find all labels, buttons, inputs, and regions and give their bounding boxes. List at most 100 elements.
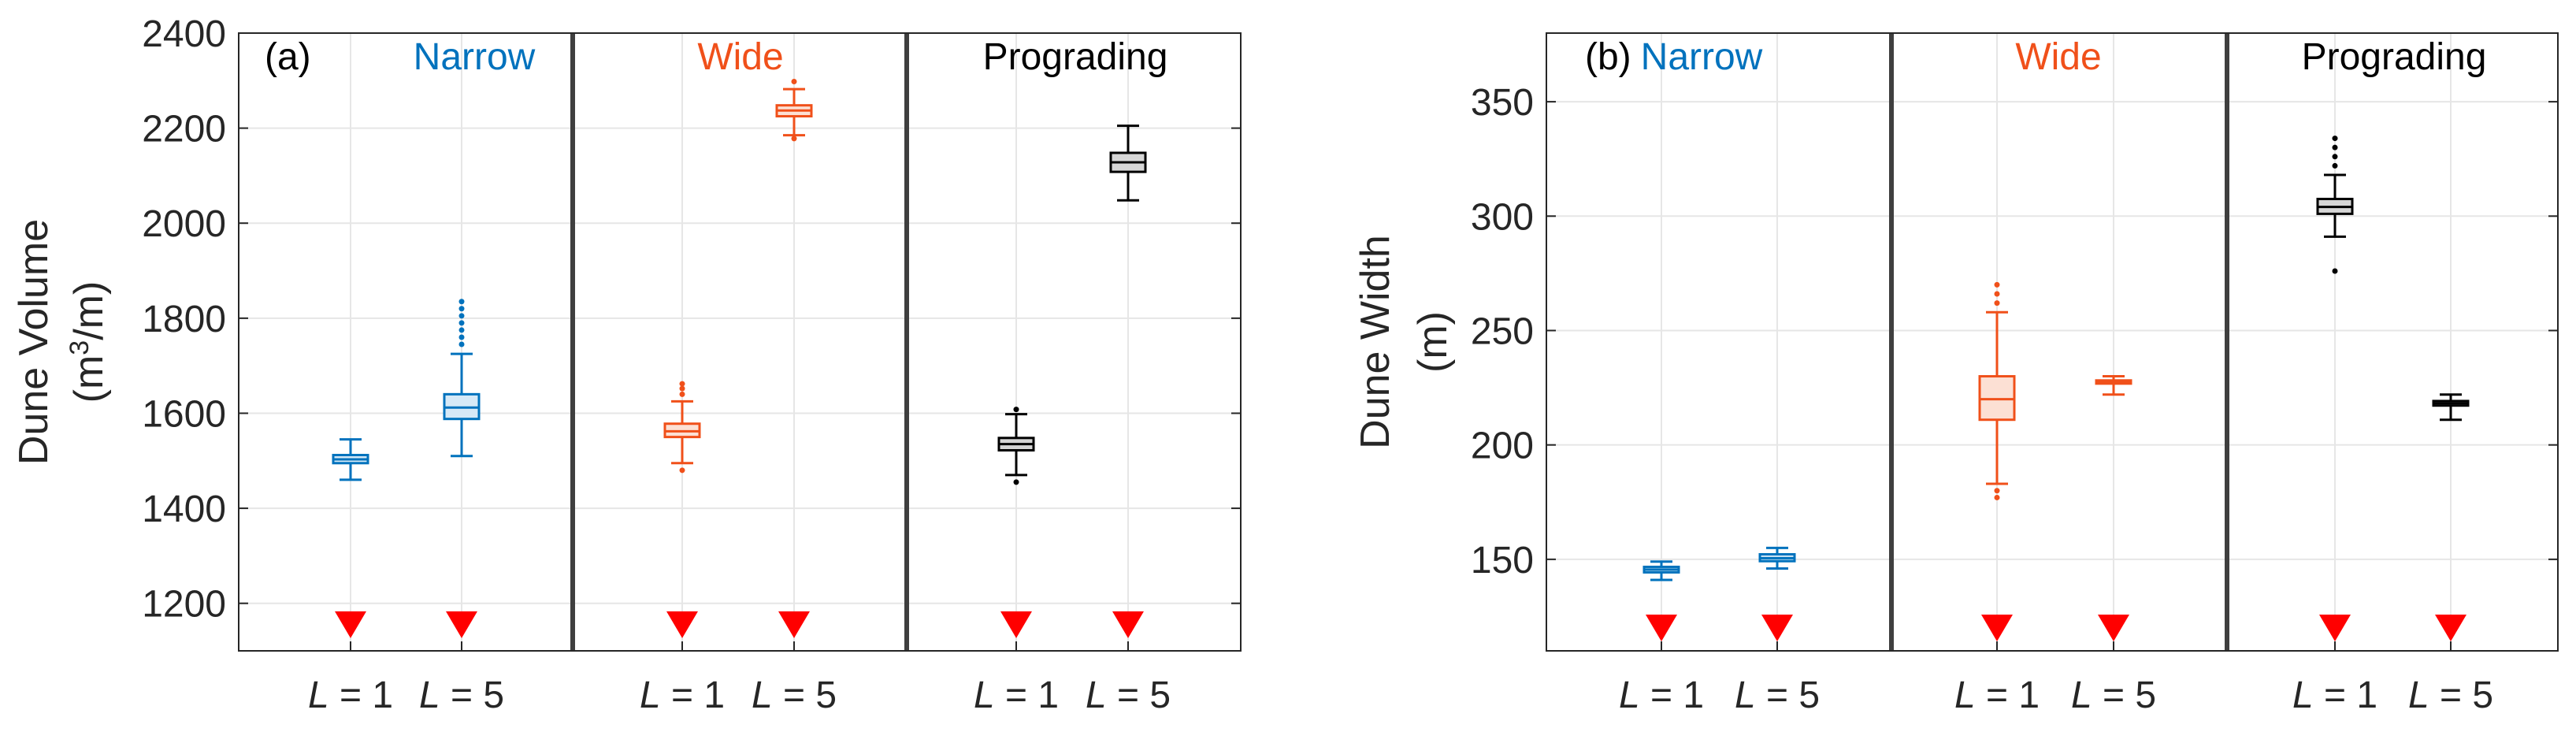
- red-triangle-marker: [1761, 614, 1793, 641]
- x-tick-label-value: = 5: [2092, 674, 2156, 716]
- group-label-wide: Wide: [697, 36, 783, 78]
- y-tick-label: 300: [1471, 196, 1534, 238]
- outlier-point: [458, 341, 465, 347]
- outlier-point: [458, 320, 465, 326]
- y-axis-unit-close: /m): [66, 281, 112, 340]
- x-tick-label-var: L: [640, 674, 661, 716]
- outlier-point: [1013, 407, 1019, 413]
- box-narrow-l1: [332, 438, 369, 638]
- outlier-point: [791, 136, 797, 142]
- group-label-narrow: Narrow: [414, 36, 536, 78]
- x-tick-label: L = 5: [2408, 674, 2493, 716]
- x-tick-label: L = 5: [752, 674, 837, 716]
- outlier-point: [1994, 494, 2000, 500]
- x-tick-label-value: = 1: [661, 674, 725, 716]
- panel-b-width: 150 200 250 300 350 Narrow Wide Prograding (b) L …: [1353, 32, 2559, 716]
- outlier-point: [2332, 136, 2338, 142]
- red-triangle-marker: [1000, 611, 1032, 638]
- box-prograding-l5: [1109, 124, 1147, 638]
- y-tick-label: 2400: [142, 13, 226, 55]
- x-tick-label: L = 1: [1619, 674, 1704, 716]
- x-tick-label: L = 1: [974, 674, 1059, 716]
- x-tick-label-var: L: [308, 674, 329, 716]
- x-tick-label: L = 1: [1954, 674, 2040, 716]
- outlier-point: [2332, 162, 2338, 169]
- x-tick-label-value: = 1: [329, 674, 393, 716]
- outlier-point: [458, 299, 465, 305]
- outlier-point: [679, 467, 685, 474]
- panel-a-volume: 1200 1400 1600 1800 2000 2200 2400 Narrow Wide Pr…: [11, 13, 1242, 716]
- y-tick-label: 1800: [142, 299, 226, 340]
- y-axis-unit-sup: 3: [65, 340, 95, 355]
- y-tick-label: 2200: [142, 109, 226, 150]
- outlier-point: [458, 327, 465, 333]
- x-tick-label-value: = 1: [1976, 674, 2040, 716]
- outlier-point: [2332, 154, 2338, 160]
- red-triangle-marker: [335, 611, 366, 638]
- y-axis-label: Dune Volume: [11, 219, 57, 465]
- x-tick-label-var: L: [1735, 674, 1756, 716]
- x-tick-label-value: = 5: [440, 674, 504, 716]
- panel-label: (b): [1585, 36, 1631, 78]
- box-prograding-l1: [2316, 136, 2354, 641]
- outlier-point: [679, 385, 685, 392]
- x-tick-label: L = 5: [1735, 674, 1820, 716]
- x-tick-label: L = 1: [308, 674, 393, 716]
- x-tick-label-value: = 5: [773, 674, 837, 716]
- red-triangle-marker: [666, 611, 698, 638]
- box-wide-l5: [775, 79, 813, 638]
- plot-area: [239, 33, 1241, 651]
- x-tick-label-var: L: [1619, 674, 1640, 716]
- axes-frame: [238, 32, 1242, 652]
- x-tick-label: L = 5: [1086, 674, 1171, 716]
- red-triangle-marker: [1981, 614, 2013, 641]
- box-wide-l1: [663, 381, 701, 638]
- outlier-point: [458, 306, 465, 312]
- box-narrow-l5: [1758, 546, 1796, 641]
- plot-area: [1546, 33, 2558, 651]
- x-tick-label-var: L: [752, 674, 773, 716]
- box-wide-l5: [2095, 375, 2132, 641]
- box-narrow-l1: [1642, 560, 1680, 641]
- y-tick-label: 150: [1471, 540, 1534, 582]
- x-tick-label-var: L: [1086, 674, 1107, 716]
- outlier-point: [2332, 268, 2338, 274]
- x-tick-label-var: L: [2071, 674, 2092, 716]
- group-label-prograding: Prograding: [983, 36, 1168, 78]
- outlier-point: [1994, 488, 2000, 494]
- red-triangle-marker: [2098, 614, 2129, 641]
- outlier-point: [679, 381, 685, 387]
- y-tick-label: 1200: [142, 584, 226, 626]
- box-wide-l1: [1978, 281, 2016, 641]
- x-tick-label: L = 5: [2071, 674, 2156, 716]
- red-triangle-marker: [2435, 614, 2467, 641]
- y-tick-label: 1600: [142, 393, 226, 435]
- x-tick-label-var: L: [2292, 674, 2314, 716]
- y-tick-label: 1400: [142, 489, 226, 530]
- outlier-point: [679, 391, 685, 397]
- y-axis-unit-text: (m): [1410, 311, 1456, 373]
- x-tick-label-value: = 1: [2314, 674, 2377, 716]
- red-triangle-marker: [446, 611, 477, 638]
- x-tick-label-value: = 1: [1640, 674, 1704, 716]
- box-prograding-l1: [997, 407, 1035, 638]
- outlier-point: [1013, 479, 1019, 485]
- x-tick-label-var: L: [974, 674, 995, 716]
- y-tick-label: 350: [1471, 82, 1534, 124]
- group-label-prograding: Prograding: [2302, 36, 2487, 78]
- x-tick-label-value: = 1: [995, 674, 1059, 716]
- x-tick-label-value: = 5: [2429, 674, 2493, 716]
- y-axis-unit: (m): [1410, 311, 1456, 373]
- x-tick-label-var: L: [2408, 674, 2429, 716]
- group-label-narrow: Narrow: [1641, 36, 1763, 78]
- x-tick-label: L = 1: [640, 674, 725, 716]
- y-axis-unit-open: (m: [66, 355, 112, 403]
- group-label-wide: Wide: [2015, 36, 2101, 78]
- x-tick-label-var: L: [1954, 674, 1976, 716]
- red-triangle-marker: [2319, 614, 2351, 641]
- x-tick-label-value: = 5: [1107, 674, 1171, 716]
- outlier-point: [1994, 291, 2000, 297]
- x-tick-label: L = 1: [2292, 674, 2377, 716]
- box-narrow-l5: [443, 299, 481, 638]
